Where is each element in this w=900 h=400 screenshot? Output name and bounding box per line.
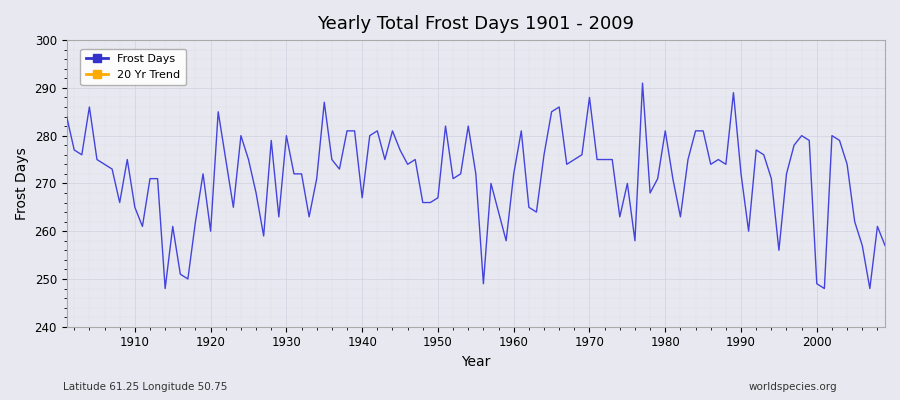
Text: Latitude 61.25 Longitude 50.75: Latitude 61.25 Longitude 50.75	[63, 382, 228, 392]
Text: worldspecies.org: worldspecies.org	[749, 382, 837, 392]
X-axis label: Year: Year	[461, 355, 491, 369]
Title: Yearly Total Frost Days 1901 - 2009: Yearly Total Frost Days 1901 - 2009	[318, 15, 634, 33]
Y-axis label: Frost Days: Frost Days	[15, 147, 29, 220]
Legend: Frost Days, 20 Yr Trend: Frost Days, 20 Yr Trend	[80, 48, 185, 85]
